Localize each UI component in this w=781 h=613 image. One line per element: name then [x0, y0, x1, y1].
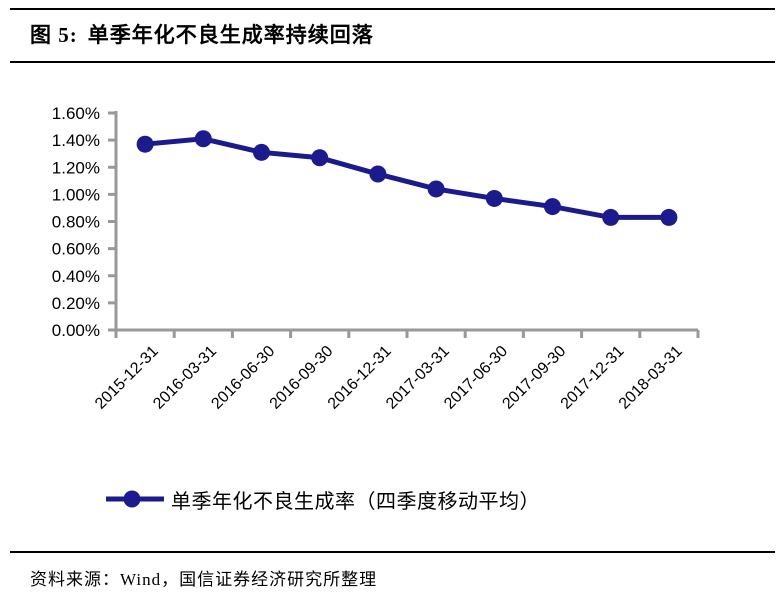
- data-point: [136, 135, 154, 153]
- series-line: [144, 136, 669, 220]
- y-axis-label: 1.60%: [52, 104, 100, 123]
- y-axis-label: 0.60%: [52, 240, 100, 259]
- x-axis-label: 2018-03-31: [616, 343, 686, 413]
- title-underline-rule: [10, 61, 775, 63]
- figure-header: 图 5: 单季年化不良生成率持续回落: [30, 19, 750, 49]
- y-axis-label: 0.80%: [52, 213, 100, 232]
- legend-series-label: 单季年化不良生成率（四季度移动平均）: [171, 490, 540, 513]
- y-axis-label: 0.20%: [52, 294, 100, 313]
- data-point: [485, 189, 503, 207]
- data-point: [311, 149, 329, 167]
- data-point: [427, 180, 445, 198]
- npl-generation-line-chart: 0.00% 0.20% 0.40% 0.60% 0.80% 1.00% 1.20% 1.40%…: [0, 80, 781, 465]
- chart-canvas: 0.00% 0.20% 0.40% 0.60% 0.80% 1.00% 1.20% 1.40%…: [52, 104, 700, 413]
- figure-title: 单季年化不良生成率持续回落: [87, 23, 374, 47]
- data-point: [194, 130, 212, 148]
- y-axis-label: 1.40%: [52, 131, 100, 150]
- y-axis-label: 1.00%: [52, 185, 100, 204]
- footer-rule: [10, 551, 775, 553]
- data-point: [253, 143, 270, 161]
- data-point: [660, 208, 678, 226]
- y-axis-label: 0.40%: [52, 267, 100, 286]
- y-axis-label: 0.00%: [52, 321, 100, 340]
- figure-label: 图 5:: [30, 23, 78, 47]
- data-point: [369, 165, 387, 183]
- data-point: [602, 208, 620, 226]
- source-note: 资料来源：Wind，国信证券经济研究所整理: [30, 570, 378, 589]
- data-point: [544, 198, 561, 216]
- y-axis-label: 1.20%: [52, 158, 100, 177]
- legend-line-marker-icon: [106, 490, 164, 508]
- top-rule: [10, 8, 775, 10]
- chart-legend: 单季年化不良生成率（四季度移动平均）: [106, 486, 540, 513]
